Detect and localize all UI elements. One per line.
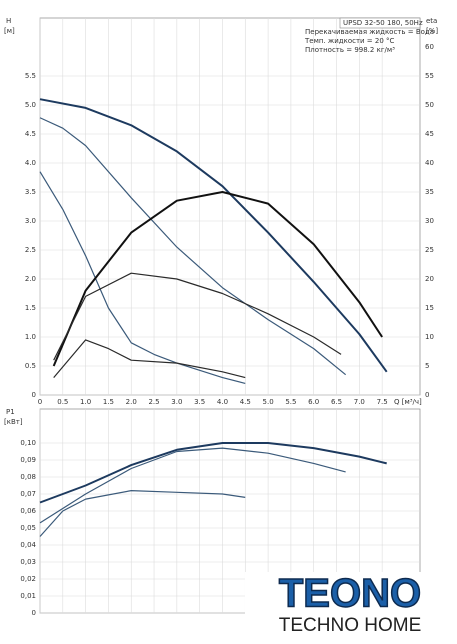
y2-tick-label: 25 (425, 246, 434, 254)
x-tick-label: 1.5 (103, 398, 114, 406)
annotation: UPSD 32-50 180, 50Hz (343, 19, 423, 27)
annotation: Перекачиваемая жидкость = Вода (305, 28, 434, 36)
logo-background (245, 572, 457, 640)
y-axis-unit: [м] (4, 27, 15, 35)
curve (39, 490, 246, 537)
y-tick-label: 0.5 (25, 362, 36, 370)
y2-axis-unit: [%] (426, 27, 438, 35)
y2-tick-label: 20 (425, 275, 434, 283)
curve (39, 442, 387, 504)
logo-brand: TEONO (279, 572, 421, 616)
x-tick-label: 0 (38, 398, 42, 406)
y-tick-label: 4.0 (25, 159, 36, 167)
y-axis-label: H (6, 17, 11, 25)
x-tick-label: 0.5 (57, 398, 68, 406)
y2-tick-label: 5 (425, 362, 429, 370)
logo: TEONO TECHNO HOME (245, 571, 457, 640)
x-tick-label: 2.5 (148, 398, 159, 406)
annotation: Плотность = 998.2 кг/м³ (305, 46, 395, 54)
y-tick-label: 3.0 (25, 217, 36, 225)
y2-axis-label: eta (426, 17, 437, 25)
y-axis-unit: [кВт] (4, 418, 23, 426)
y-tick-label: 0 (32, 391, 36, 399)
logo-tagline: TECHNO HOME (279, 615, 422, 636)
annotation: Темп. жидкости = 20 °C (304, 37, 395, 45)
y-tick-label: 0,04 (20, 541, 36, 549)
y2-tick-label: 0 (425, 391, 429, 399)
y2-tick-label: 30 (425, 217, 434, 225)
y-tick-label: 2.5 (25, 246, 36, 254)
curve (39, 171, 246, 384)
y2-tick-label: 15 (425, 304, 434, 312)
y-tick-label: 0,02 (20, 575, 36, 583)
y-tick-label: 4.5 (25, 130, 36, 138)
x-tick-label: 3.0 (171, 398, 182, 406)
x-tick-label: 7.0 (354, 398, 365, 406)
curve (53, 339, 246, 379)
curve (39, 447, 346, 524)
y-tick-label: 0,01 (20, 592, 36, 600)
y2-tick-label: 60 (425, 43, 434, 51)
y-tick-label: 0 (32, 609, 36, 617)
curve (39, 117, 347, 376)
y-tick-label: 3.5 (25, 188, 36, 196)
y2-tick-label: 40 (425, 159, 434, 167)
annotation-box (339, 17, 421, 29)
y-tick-label: 0,07 (20, 490, 36, 498)
curve (52, 191, 383, 367)
x-tick-label: 4.5 (240, 398, 251, 406)
curve (53, 272, 342, 361)
y-tick-label: 1.0 (25, 333, 36, 341)
x-tick-label: 1.0 (80, 398, 91, 406)
y-tick-label: 0,05 (20, 524, 36, 532)
curve (39, 98, 388, 373)
y-tick-label: 0,03 (20, 558, 36, 566)
x-tick-label: 4.0 (217, 398, 228, 406)
x-axis-label: Q [м³/ч] (394, 398, 422, 406)
y-tick-label: 0,08 (20, 473, 36, 481)
y-tick-label: 0,06 (20, 507, 36, 515)
x-tick-label: 6.0 (308, 398, 319, 406)
y-axis-label: P1 (6, 408, 15, 416)
y-tick-label: 2.0 (25, 275, 36, 283)
y-tick-label: 5.5 (25, 72, 36, 80)
x-tick-label: 3.5 (194, 398, 205, 406)
y2-tick-label: 10 (425, 333, 434, 341)
x-tick-label: 2.0 (126, 398, 137, 406)
x-tick-label: 5.0 (263, 398, 274, 406)
x-tick-label: 6.5 (331, 398, 342, 406)
x-tick-label: 7.5 (377, 398, 388, 406)
y2-tick-label: 55 (425, 72, 434, 80)
y2-tick-label: 45 (425, 130, 434, 138)
y-tick-label: 5.0 (25, 101, 36, 109)
y-tick-label: 0,09 (20, 456, 36, 464)
x-tick-label: 5.5 (285, 398, 296, 406)
y-tick-label: 0,10 (20, 439, 36, 447)
y-tick-label: 1.5 (25, 304, 36, 312)
y2-tick-label: 50 (425, 101, 434, 109)
y2-tick-label: 35 (425, 188, 434, 196)
